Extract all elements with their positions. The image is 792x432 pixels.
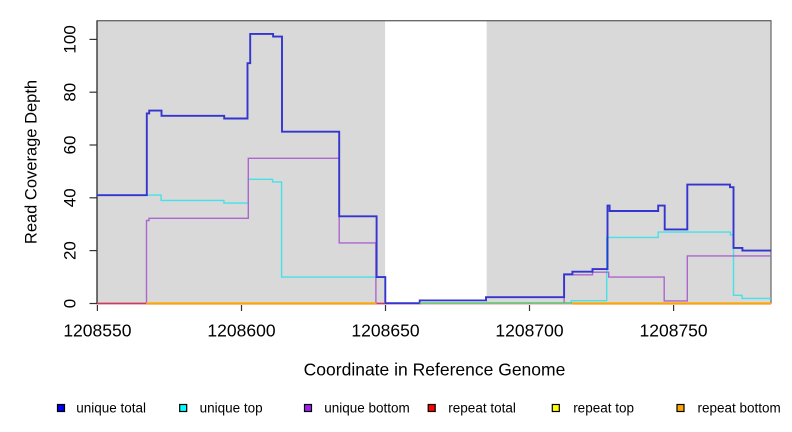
svg-text:60: 60 <box>61 136 80 155</box>
svg-text:repeat total: repeat total <box>448 401 516 416</box>
svg-text:0: 0 <box>61 299 80 308</box>
svg-text:1208650: 1208650 <box>351 321 419 341</box>
svg-text:1208750: 1208750 <box>640 321 708 341</box>
svg-text:20: 20 <box>61 241 80 260</box>
svg-text:1208600: 1208600 <box>207 321 275 341</box>
svg-text:1208700: 1208700 <box>495 321 563 341</box>
svg-text:Read Coverage Depth: Read Coverage Depth <box>23 80 41 244</box>
svg-text:80: 80 <box>61 83 80 102</box>
svg-text:unique top: unique top <box>200 401 263 416</box>
svg-text:Coordinate in Reference Genome: Coordinate in Reference Genome <box>304 360 566 380</box>
svg-text:1208550: 1208550 <box>63 321 131 341</box>
svg-text:repeat bottom: repeat bottom <box>698 401 781 416</box>
svg-text:unique bottom: unique bottom <box>324 401 410 416</box>
svg-text:100: 100 <box>61 25 80 53</box>
svg-text:40: 40 <box>61 188 80 207</box>
svg-text:repeat top: repeat top <box>573 401 634 416</box>
svg-text:unique total: unique total <box>76 401 146 416</box>
